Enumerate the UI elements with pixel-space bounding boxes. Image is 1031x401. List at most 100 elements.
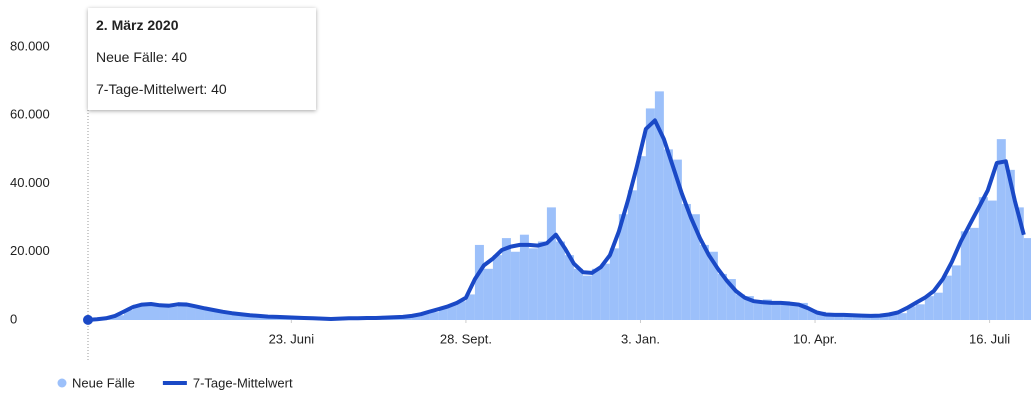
bar (573, 268, 583, 320)
bar (222, 312, 232, 320)
bar (519, 234, 529, 320)
bar (564, 255, 574, 320)
bar (843, 315, 853, 320)
bar (690, 214, 700, 320)
bar (735, 294, 745, 320)
bar (474, 244, 484, 320)
bar (681, 203, 691, 320)
bar (663, 149, 673, 320)
bar (726, 279, 736, 320)
bar (1005, 169, 1015, 320)
bar (582, 275, 592, 320)
bar (807, 309, 817, 320)
bar (213, 311, 223, 320)
bar (996, 139, 1006, 320)
bar (1023, 238, 1031, 320)
bar (240, 313, 250, 320)
tooltip: 2. März 2020 Neue Fälle: 40 7-Tage-Mitte… (88, 8, 316, 110)
bar (780, 301, 790, 320)
y-tick-label: 80.000 (10, 38, 50, 53)
bar (627, 190, 637, 320)
bar (447, 304, 457, 320)
bar (438, 307, 448, 320)
bar (195, 307, 205, 320)
bar (456, 301, 466, 320)
x-tick-label: 28. Sept. (440, 331, 492, 346)
bar (861, 316, 871, 320)
bar (915, 304, 925, 320)
bar (501, 238, 511, 320)
bar (420, 313, 430, 320)
bar (879, 315, 889, 320)
bar (537, 241, 547, 320)
bar (744, 296, 754, 320)
bar (249, 315, 259, 320)
bar (204, 309, 214, 320)
bar (825, 315, 835, 320)
tooltip-title: 2. März 2020 (96, 17, 179, 33)
bar (654, 91, 664, 320)
x-tick-label: 16. Juli (969, 331, 1010, 346)
bar (924, 296, 934, 320)
bar (123, 310, 133, 320)
bar (897, 313, 907, 320)
bar (483, 268, 493, 320)
bar (429, 312, 439, 320)
bar (951, 265, 961, 320)
bar (168, 306, 178, 320)
bar (987, 200, 997, 320)
bar (771, 304, 781, 320)
tooltip-line: 7-Tage-Mittelwert: 40 (96, 81, 227, 97)
bar (510, 251, 520, 320)
bar (978, 197, 988, 320)
bar (798, 302, 808, 320)
bar (492, 255, 502, 320)
x-tick-label: 3. Jan. (621, 331, 660, 346)
bar (834, 314, 844, 320)
bar (609, 248, 619, 320)
bar (177, 302, 187, 320)
bar (132, 304, 142, 320)
bar (717, 273, 727, 320)
bar (411, 315, 421, 320)
bar (528, 248, 538, 320)
bar (699, 244, 709, 320)
y-tick-label: 20.000 (10, 243, 50, 258)
legend-label: Neue Fälle (72, 375, 135, 390)
bar (789, 305, 799, 320)
bar (1014, 207, 1024, 320)
bar (906, 306, 916, 320)
bar (159, 303, 169, 320)
x-tick-label: 10. Apr. (793, 331, 837, 346)
bar (618, 214, 628, 320)
bar (591, 268, 601, 320)
line (87, 118, 1026, 322)
bar (186, 306, 196, 320)
bar (546, 207, 556, 320)
y-tick-label: 60.000 (10, 107, 50, 122)
legend-label: 7-Tage-Mittelwert (193, 375, 293, 390)
bar (888, 313, 898, 320)
bar (672, 159, 682, 320)
bar (465, 294, 475, 320)
bar (114, 315, 124, 320)
bar (645, 108, 655, 320)
bar (942, 275, 952, 320)
bar (150, 305, 160, 320)
bar (762, 299, 772, 320)
bar (960, 231, 970, 320)
y-tick-label: 0 (10, 311, 17, 326)
legend-swatch (57, 378, 67, 388)
y-tick-label: 40.000 (10, 175, 50, 190)
bar (600, 263, 610, 320)
x-tick-label: 23. Juni (269, 331, 315, 346)
bar (816, 311, 826, 320)
bar (708, 251, 718, 320)
bar (753, 302, 763, 320)
bar (969, 227, 979, 320)
bar (141, 302, 151, 320)
bar (555, 241, 565, 320)
bar (636, 156, 646, 320)
